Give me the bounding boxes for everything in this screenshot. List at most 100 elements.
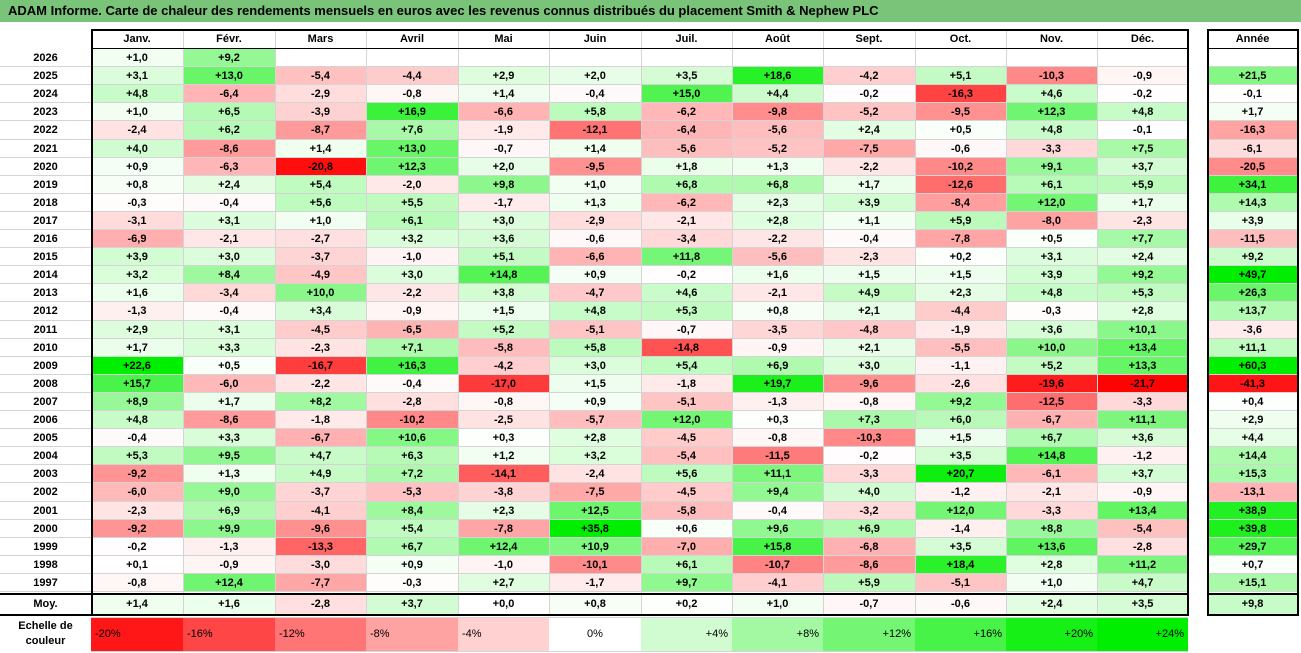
row-gridline (0, 210, 1188, 212)
heatmap-cell: -0,2 (1097, 85, 1188, 104)
annual-cell: -6,1 (1207, 139, 1298, 158)
heatmap-cell: +4,6 (1006, 85, 1097, 104)
row-gridline (0, 283, 1188, 285)
heatmap-cell: +1,5 (915, 266, 1006, 285)
annual-cell: +34,1 (1207, 175, 1298, 194)
heatmap-cell: -6,4 (641, 121, 732, 140)
heatmap-cell: +35,8 (549, 519, 641, 538)
heatmap-cell: -6,4 (183, 85, 275, 104)
heatmap-cell: -0,9 (1097, 67, 1188, 86)
row-gridline (1207, 554, 1298, 556)
heatmap-cell: -0,6 (915, 139, 1006, 158)
row-gridline (0, 482, 1188, 484)
row-year-label: 2006 (0, 411, 91, 430)
heatmap-cell: +1,0 (549, 175, 641, 194)
heatmap-cell: -12,6 (915, 175, 1006, 194)
heatmap-cell (1097, 49, 1188, 68)
heatmap-cell: +2,8 (1006, 555, 1097, 574)
heatmap-cell: -0,8 (366, 85, 458, 104)
heatmap-cell: -8,4 (915, 193, 1006, 212)
heatmap-cell: +5,6 (641, 465, 732, 484)
heatmap-cell: -2,1 (1006, 483, 1097, 502)
row-gridline (1207, 229, 1298, 230)
row-year-label: 2018 (0, 193, 91, 212)
heatmap-cell: +6,1 (1006, 175, 1097, 194)
heatmap-cell: +3,2 (549, 447, 641, 466)
row-gridline (0, 572, 1188, 574)
heatmap-cell: -1,9 (915, 320, 1006, 339)
annual-cell: +15,1 (1207, 573, 1298, 592)
heatmap-cell: +0,9 (366, 555, 458, 574)
heatmap-cell: +2,8 (549, 429, 641, 448)
heatmap-cell: -0,9 (732, 338, 823, 357)
heatmap-cell: +2,7 (458, 573, 549, 592)
heatmap-cell: +5,4 (641, 356, 732, 375)
heatmap-cell: +3,9 (91, 248, 183, 267)
row-year-label: 2021 (0, 139, 91, 158)
average-cell: -0,6 (915, 594, 1006, 614)
heatmap-cell: +16,3 (366, 356, 458, 375)
heatmap-cell: -6,2 (641, 193, 732, 212)
month-header: Juin (549, 29, 641, 49)
row-gridline (0, 428, 1188, 430)
heatmap-cell: -8,6 (183, 139, 275, 158)
heatmap-cell: -0,3 (91, 193, 183, 212)
heatmap-cell (549, 49, 641, 68)
heatmap-cell: -4,5 (275, 320, 366, 339)
table-border (1187, 29, 1189, 614)
annual-cell: -13,1 (1207, 483, 1298, 502)
row-gridline (0, 247, 1188, 249)
month-header: Mars (275, 29, 366, 49)
heatmap-cell: +3,6 (1006, 320, 1097, 339)
average-annual-cell: +9,8 (1207, 594, 1298, 614)
heatmap-cell: -2,3 (823, 248, 915, 267)
heatmap-cell: -1,7 (458, 193, 549, 212)
heatmap-cell: +0,3 (732, 411, 823, 430)
heatmap-cell: -2,7 (275, 230, 366, 249)
heatmap-cell: +15,7 (91, 374, 183, 393)
heatmap-cell: -10,7 (732, 555, 823, 574)
heatmap-cell: +3,0 (549, 356, 641, 375)
column-gridline (458, 29, 459, 614)
annual-cell: +0,4 (1207, 392, 1298, 411)
heatmap-cell: +4,6 (641, 284, 732, 303)
heatmap-cell: -4,9 (275, 266, 366, 285)
month-header: Févr. (183, 29, 275, 49)
column-gridline (549, 29, 550, 614)
heatmap-cell: -10,3 (823, 429, 915, 448)
heatmap-cell: -5,1 (915, 573, 1006, 592)
heatmap-cell (366, 49, 458, 68)
heatmap-cell: +4,8 (1097, 103, 1188, 122)
heatmap-cell: -5,2 (732, 139, 823, 158)
annual-cell: +2,9 (1207, 411, 1298, 430)
heatmap-cell: +9,1 (1006, 157, 1097, 176)
heatmap-cell: -0,4 (183, 302, 275, 321)
color-scale-swatch: -8% (366, 618, 458, 651)
heatmap-cell: -9,6 (275, 519, 366, 538)
month-header: Mai (458, 29, 549, 49)
heatmap-cell: +6,8 (641, 175, 732, 194)
heatmap-cell: -4,7 (549, 284, 641, 303)
heatmap-cell: +3,5 (915, 447, 1006, 466)
heatmap-cell: +0,1 (91, 555, 183, 574)
heatmap-cell: +22,6 (91, 356, 183, 375)
heatmap-cell: +4,8 (91, 85, 183, 104)
heatmap-cell: +6,0 (915, 411, 1006, 430)
heatmap-cell: -3,4 (641, 230, 732, 249)
heatmap-cell: -5,6 (641, 139, 732, 158)
heatmap-cell: -3,8 (458, 483, 549, 502)
heatmap-cell: +18,6 (732, 67, 823, 86)
average-cell: +1,0 (732, 594, 823, 614)
heatmap-cell: +2,9 (458, 67, 549, 86)
annual-cell (1207, 49, 1298, 68)
heatmap-cell: -4,1 (275, 501, 366, 520)
heatmap-cell: -0,2 (823, 85, 915, 104)
table-border (91, 29, 93, 614)
heatmap-cell: +10,0 (275, 284, 366, 303)
annual-cell: +0,7 (1207, 555, 1298, 574)
heatmap-cell: -5,7 (549, 411, 641, 430)
heatmap-cell: -0,3 (366, 573, 458, 592)
heatmap-cell: -10,2 (366, 411, 458, 430)
heatmap-cell: +3,3 (183, 338, 275, 357)
heatmap-cell: +2,0 (458, 157, 549, 176)
